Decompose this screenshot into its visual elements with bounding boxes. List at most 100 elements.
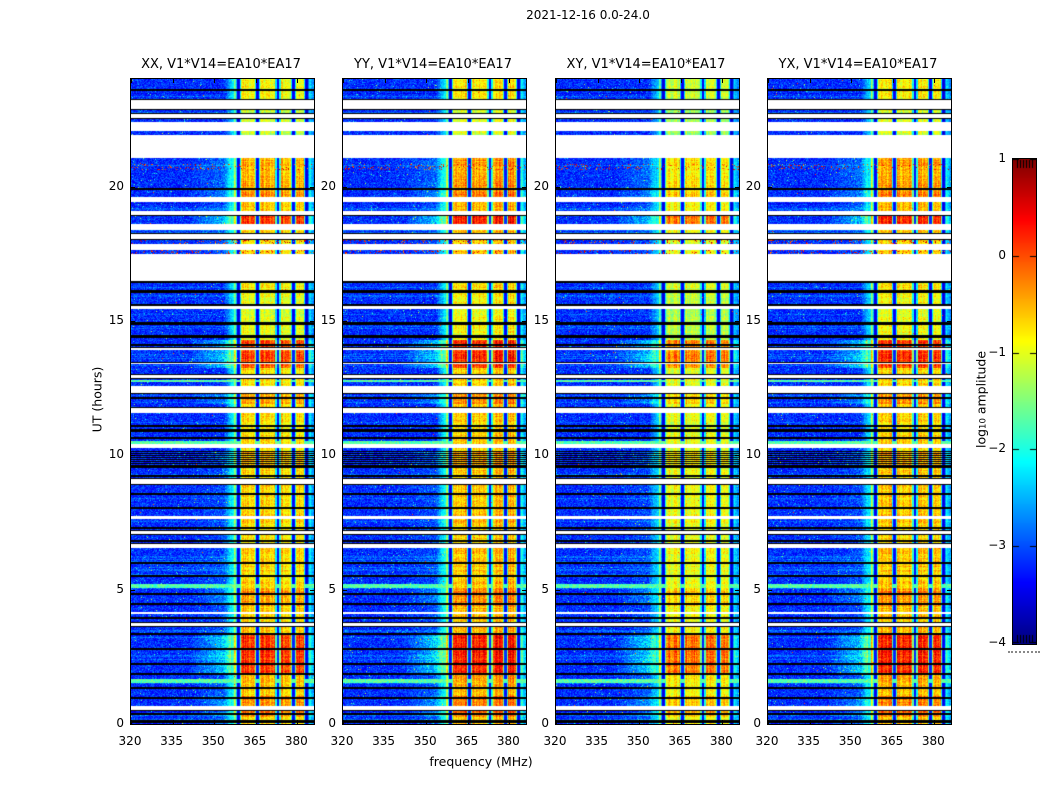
y-tick-label: 10 bbox=[108, 447, 124, 462]
axis-tick bbox=[768, 321, 772, 322]
x-tick-label: 380 bbox=[496, 734, 520, 748]
axis-tick bbox=[343, 321, 347, 322]
axis-tick bbox=[947, 590, 951, 591]
axis-tick bbox=[851, 720, 852, 724]
axis-tick bbox=[735, 590, 739, 591]
axis-tick bbox=[343, 187, 347, 188]
axis-tick bbox=[297, 79, 298, 83]
axis-tick bbox=[768, 724, 772, 725]
colorbar-dotted-edge bbox=[1008, 651, 1040, 653]
axis-tick bbox=[556, 187, 560, 188]
axis-tick bbox=[556, 79, 557, 83]
axis-tick bbox=[556, 724, 560, 725]
axis-tick bbox=[556, 720, 557, 724]
axis-tick bbox=[131, 79, 132, 83]
colorbar-tick-label: 0 bbox=[998, 248, 1006, 262]
axis-tick bbox=[522, 187, 526, 188]
y-tick-label: 20 bbox=[745, 178, 761, 193]
y-tick-label: 5 bbox=[328, 581, 336, 596]
axis-tick bbox=[735, 724, 739, 725]
spectrogram-canvas-yy bbox=[343, 79, 526, 724]
x-tick-label: 365 bbox=[243, 734, 267, 748]
y-tick-label: 10 bbox=[533, 447, 549, 462]
axis-tick bbox=[556, 455, 560, 456]
axis-tick bbox=[598, 720, 599, 724]
y-tick-label: 15 bbox=[533, 312, 549, 327]
axis-tick bbox=[598, 79, 599, 83]
x-tick-label: 350 bbox=[626, 734, 650, 748]
y-tick-label: 0 bbox=[116, 716, 124, 730]
axis-tick bbox=[468, 720, 469, 724]
axis-tick bbox=[768, 590, 772, 591]
axis-tick bbox=[385, 79, 386, 83]
axis-tick bbox=[385, 720, 386, 724]
y-tick-label: 15 bbox=[745, 312, 761, 327]
axis-tick bbox=[893, 720, 894, 724]
spectrogram-panel-xx bbox=[130, 78, 315, 725]
x-tick-label: 350 bbox=[201, 734, 225, 748]
axis-tick bbox=[522, 724, 526, 725]
axis-tick bbox=[934, 79, 935, 83]
y-tick-label: 10 bbox=[745, 447, 761, 462]
y-tick-label: 20 bbox=[108, 178, 124, 193]
axis-tick bbox=[639, 79, 640, 83]
x-tick-label: 365 bbox=[455, 734, 479, 748]
y-tick-label: 5 bbox=[753, 581, 761, 596]
spectrogram-panel-yx bbox=[767, 78, 952, 725]
colorbar-tick-label: −3 bbox=[988, 538, 1006, 552]
x-tick-label: 320 bbox=[755, 734, 779, 748]
axis-tick bbox=[468, 79, 469, 83]
axis-tick bbox=[851, 79, 852, 83]
axis-tick bbox=[522, 455, 526, 456]
axis-tick bbox=[947, 455, 951, 456]
axis-tick bbox=[768, 79, 769, 83]
axis-tick bbox=[556, 590, 560, 591]
axis-tick bbox=[509, 720, 510, 724]
colorbar-tick-label: −4 bbox=[988, 635, 1006, 649]
spectrogram-panel-yy bbox=[342, 78, 527, 725]
figure-title: 2021-12-16 0.0-24.0 bbox=[526, 8, 650, 22]
axis-tick bbox=[768, 455, 772, 456]
x-tick-label: 335 bbox=[372, 734, 396, 748]
y-tick-label: 10 bbox=[320, 447, 336, 462]
axis-tick bbox=[681, 720, 682, 724]
axis-tick bbox=[214, 720, 215, 724]
subplot-title-xy: XY, V1*V14=EA10*EA17 bbox=[566, 57, 726, 72]
axis-tick bbox=[522, 321, 526, 322]
axis-tick bbox=[522, 590, 526, 591]
y-tick-label: 15 bbox=[108, 312, 124, 327]
axis-tick bbox=[893, 79, 894, 83]
colorbar-label-post: amplitude bbox=[973, 350, 989, 419]
y-tick-label: 0 bbox=[541, 716, 549, 730]
axis-tick bbox=[768, 720, 769, 724]
axis-tick bbox=[810, 79, 811, 83]
colorbar-tick-label: 1 bbox=[998, 151, 1006, 165]
axis-tick bbox=[343, 590, 347, 591]
axis-tick bbox=[426, 79, 427, 83]
axis-tick bbox=[639, 720, 640, 724]
axis-tick bbox=[214, 79, 215, 83]
axis-tick bbox=[310, 724, 314, 725]
colorbar-gradient bbox=[1013, 159, 1036, 644]
axis-tick bbox=[173, 720, 174, 724]
axis-tick bbox=[343, 724, 347, 725]
colorbar bbox=[1012, 158, 1037, 645]
axis-tick bbox=[297, 720, 298, 724]
axis-tick bbox=[131, 321, 135, 322]
x-tick-label: 320 bbox=[118, 734, 142, 748]
y-axis-label: UT (hours) bbox=[89, 366, 105, 433]
x-tick-label: 380 bbox=[709, 734, 733, 748]
y-tick-label: 20 bbox=[320, 178, 336, 193]
axis-tick bbox=[343, 720, 344, 724]
axis-tick bbox=[934, 720, 935, 724]
x-tick-label: 365 bbox=[668, 734, 692, 748]
axis-tick bbox=[310, 321, 314, 322]
axis-tick bbox=[256, 720, 257, 724]
axis-tick bbox=[722, 79, 723, 83]
axis-tick bbox=[768, 187, 772, 188]
colorbar-tick-label: −1 bbox=[988, 345, 1006, 359]
axis-tick bbox=[735, 455, 739, 456]
axis-tick bbox=[131, 720, 132, 724]
x-tick-label: 335 bbox=[160, 734, 184, 748]
